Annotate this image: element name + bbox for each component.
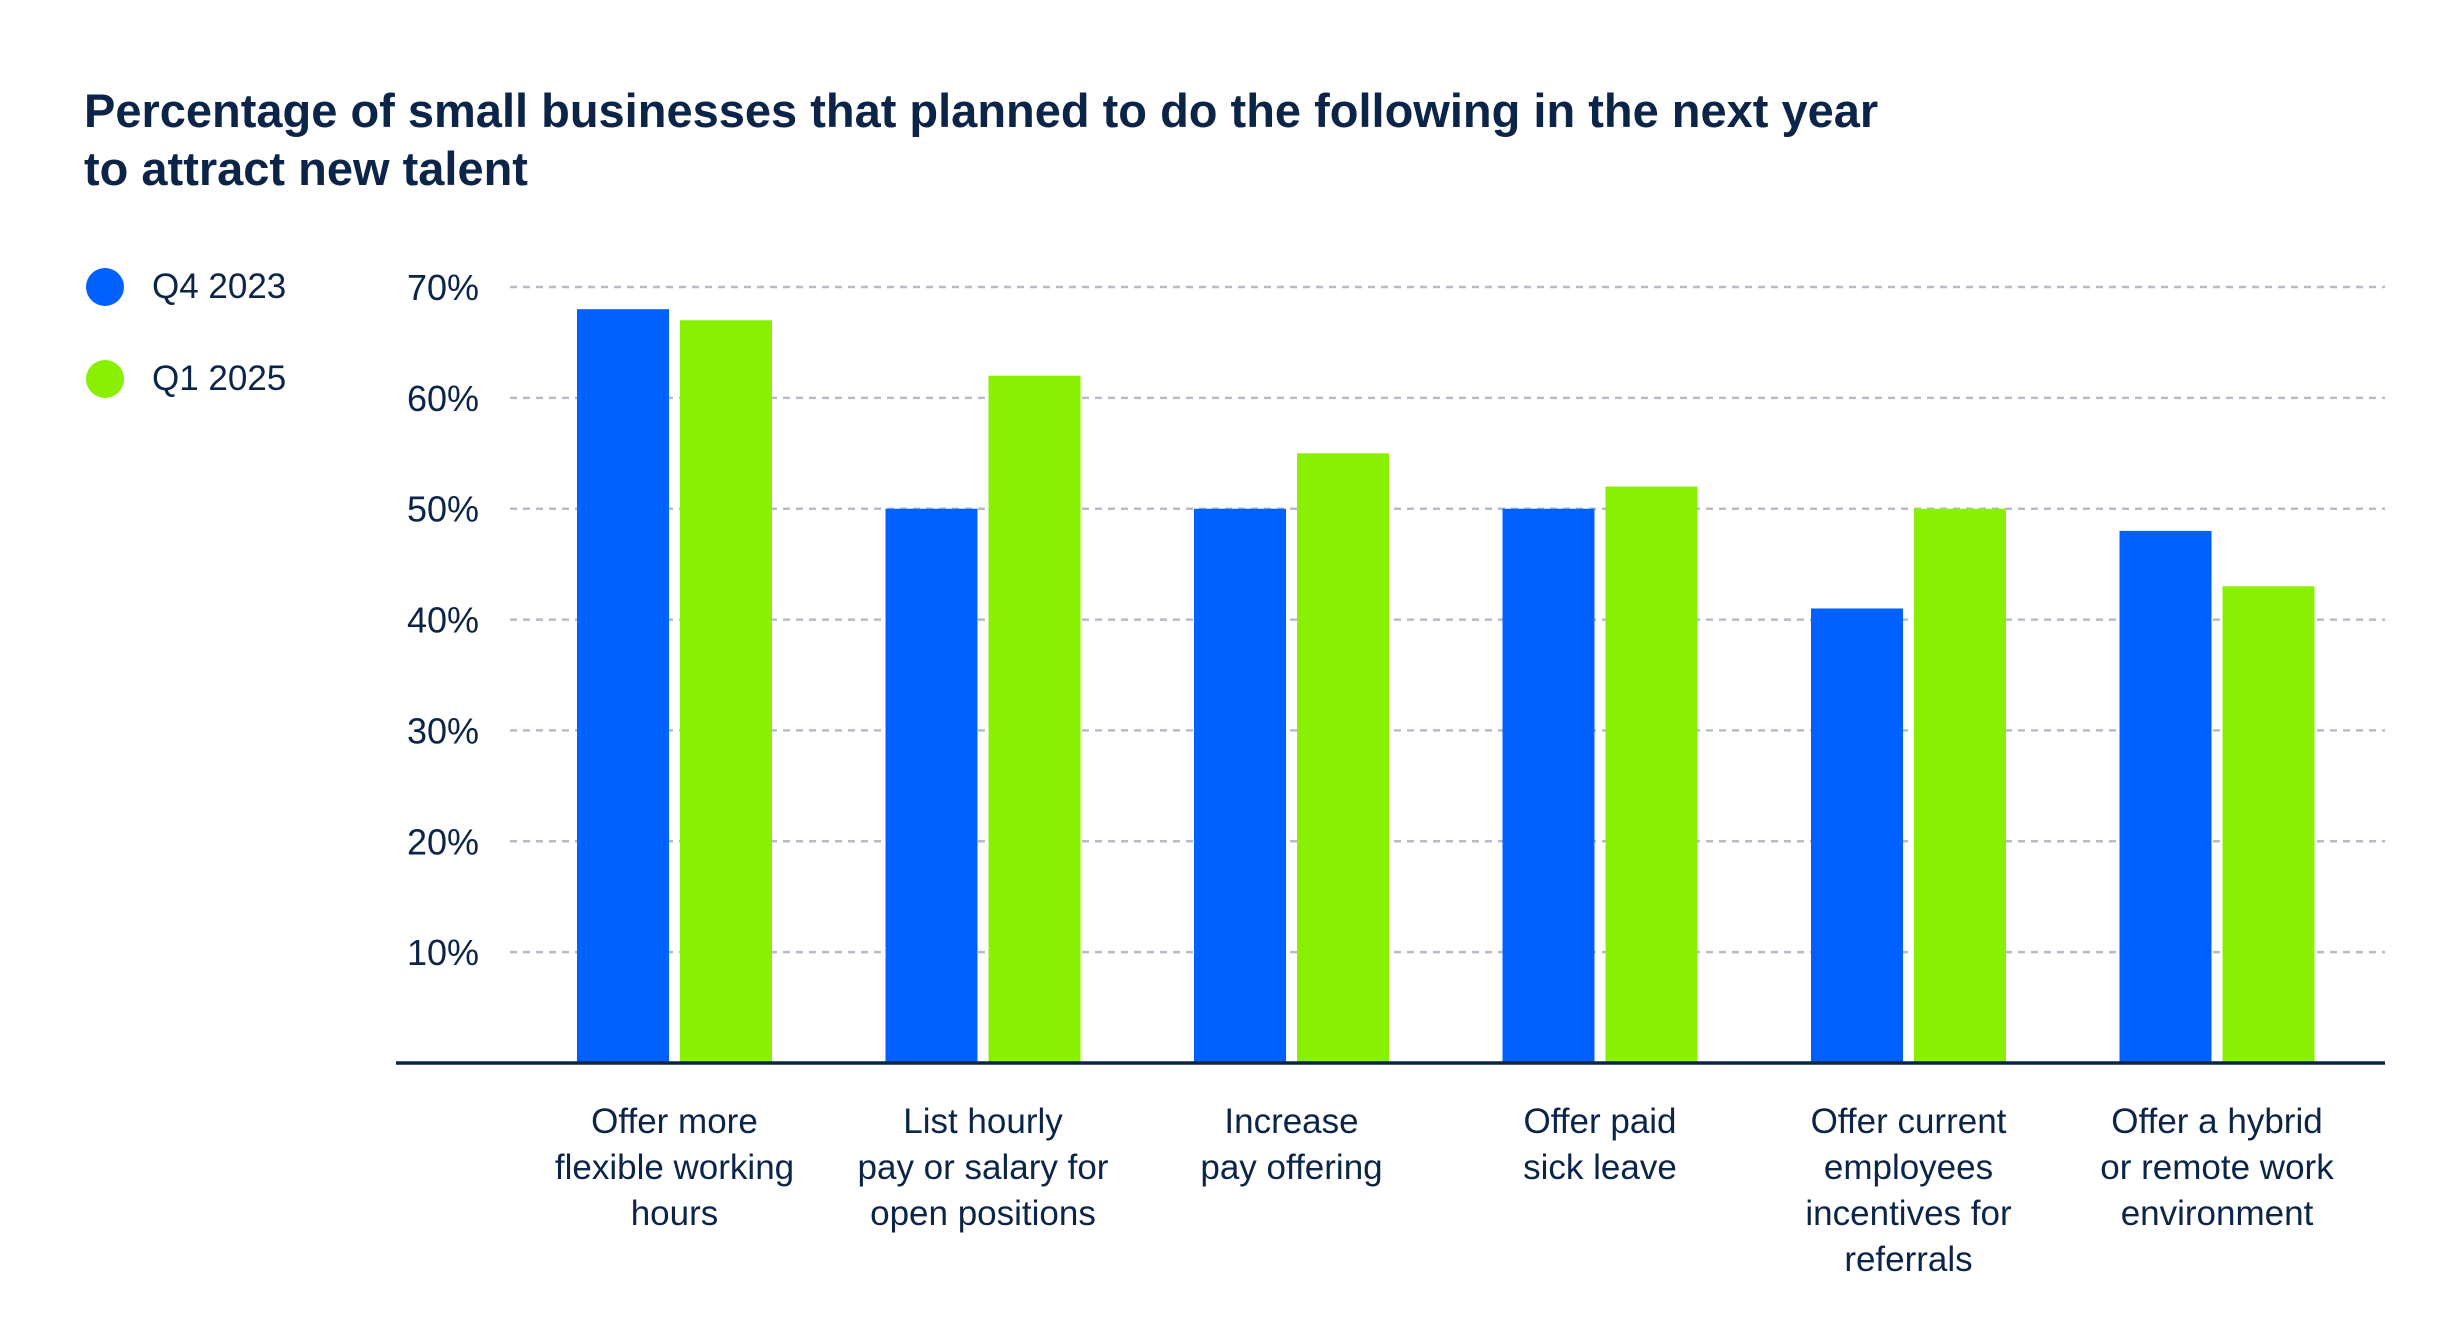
y-tick-label: 30% (407, 710, 479, 751)
legend-swatch-q1-2025 (86, 360, 124, 398)
x-category-label-line: open positions (870, 1194, 1096, 1233)
y-tick-label: 70% (407, 267, 479, 308)
bar-q4-2023 (1194, 508, 1286, 1063)
x-category-label-line: pay offering (1200, 1148, 1382, 1187)
bar-q4-2023 (577, 309, 669, 1064)
x-category-label: Offer paid sick leave (1523, 1102, 1677, 1187)
legend-swatch-q4-2023 (86, 268, 124, 306)
chart-title-line-2: to attract new talent (84, 142, 528, 195)
chart-title: Percentage of small businesses that plan… (84, 82, 2084, 198)
bar-q1-2025 (1914, 508, 2006, 1063)
x-category-label-line: hours (631, 1194, 719, 1233)
y-tick-label: 50% (407, 489, 479, 530)
x-category-label-line: Offer more (591, 1102, 758, 1141)
x-category-label: Offer more flexible working hours (555, 1102, 794, 1233)
x-category-label-line: Offer current (1811, 1102, 2007, 1141)
y-tick-label: 40% (407, 600, 479, 641)
x-category-label-line: Increase (1224, 1102, 1358, 1141)
bar-q1-2025 (2222, 586, 2315, 1063)
x-category-label-line: pay or salary for (858, 1148, 1109, 1187)
y-tick-label: 20% (407, 821, 479, 862)
bar-q1-2025 (680, 320, 772, 1063)
legend-label: Q4 2023 (152, 267, 287, 306)
x-category-label: Increase pay offering (1200, 1102, 1382, 1187)
x-category-label-line: Offer paid (1523, 1102, 1676, 1141)
bar-q4-2023 (1502, 508, 1595, 1063)
x-category-label-line: flexible working (555, 1148, 794, 1187)
bar-q1-2025 (988, 375, 1081, 1064)
bar-q4-2023 (885, 508, 978, 1063)
y-tick-label: 60% (407, 378, 479, 419)
x-category-label-line: employees (1824, 1148, 1993, 1187)
legend-item-q4-2023: Q4 2023 (86, 267, 286, 307)
bar-q4-2023 (1811, 608, 1903, 1063)
x-category-label-line: List hourly (903, 1102, 1063, 1141)
x-category-label: List hourly pay or salary for open positio… (858, 1102, 1109, 1233)
bar-q1-2025 (1605, 486, 1698, 1063)
bar-q4-2023 (2119, 530, 2212, 1063)
y-tick-label: 10% (407, 932, 479, 973)
bar-q1-2025 (1297, 453, 1389, 1063)
chart-title-line-1: Percentage of small businesses that plan… (84, 84, 1879, 137)
x-category-label: Offer a hybrid or remote work environment (2100, 1102, 2334, 1233)
x-category-label-line: Offer a hybrid (2111, 1102, 2322, 1141)
x-category-label-line: environment (2121, 1194, 2314, 1233)
x-category-label-line: incentives for (1805, 1194, 2012, 1233)
x-category-label-line: or remote work (2100, 1148, 2334, 1187)
x-category-label-line: referrals (1844, 1240, 1972, 1279)
legend-item-q1-2025: Q1 2025 (86, 359, 286, 399)
legend-label: Q1 2025 (152, 359, 287, 398)
x-category-label: Offer current employees incentives for refe… (1805, 1102, 2012, 1279)
x-category-label-line: sick leave (1523, 1148, 1677, 1187)
